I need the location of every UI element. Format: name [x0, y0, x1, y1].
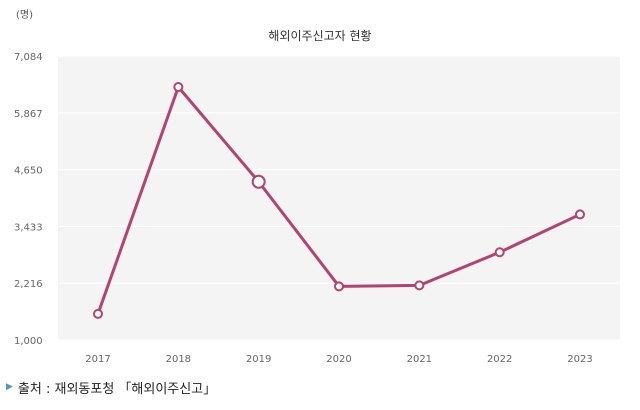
data-point — [251, 174, 266, 189]
data-point — [93, 308, 103, 319]
data-point — [173, 81, 184, 92]
x-tick-label: 2017 — [85, 354, 110, 365]
x-tick-label: 2019 — [246, 354, 271, 365]
y-tick-label: 7,084 — [14, 52, 43, 63]
y-tick-label: 2,216 — [14, 279, 43, 290]
chart-title: 해외이주신고자 현황 — [268, 29, 371, 43]
bullet-icon: ▶ — [6, 382, 13, 392]
x-tick-label: 2022 — [487, 354, 512, 365]
data-point — [494, 247, 505, 258]
source-note: ▶ 출처 : 재외동포청 「해외이주신고」 — [6, 378, 216, 397]
x-axis-ticks: 2017 2018 2019 2020 2021 2022 2023 — [85, 354, 592, 365]
x-tick-label: 2020 — [326, 354, 351, 365]
x-tick-label: 2018 — [166, 354, 191, 365]
data-point — [334, 281, 344, 292]
y-axis-ticks: 1,000 2,216 3,433 4,650 5,867 7,084 — [14, 52, 43, 347]
source-text: 출처 : 재외동포청 「해외이주신고」 — [17, 382, 217, 397]
y-tick-label: 5,867 — [14, 109, 43, 120]
x-tick-label: 2021 — [407, 354, 432, 365]
y-unit-label: (명) — [16, 9, 33, 21]
plot-area — [58, 56, 620, 340]
x-tick-label: 2023 — [567, 354, 592, 365]
y-tick-label: 1,000 — [14, 336, 43, 347]
y-tick-label: 4,650 — [14, 166, 43, 177]
data-point — [414, 280, 425, 291]
data-point — [575, 209, 585, 220]
grid-lines — [58, 55, 620, 341]
y-tick-label: 3,433 — [14, 222, 43, 233]
series-points — [93, 81, 585, 319]
